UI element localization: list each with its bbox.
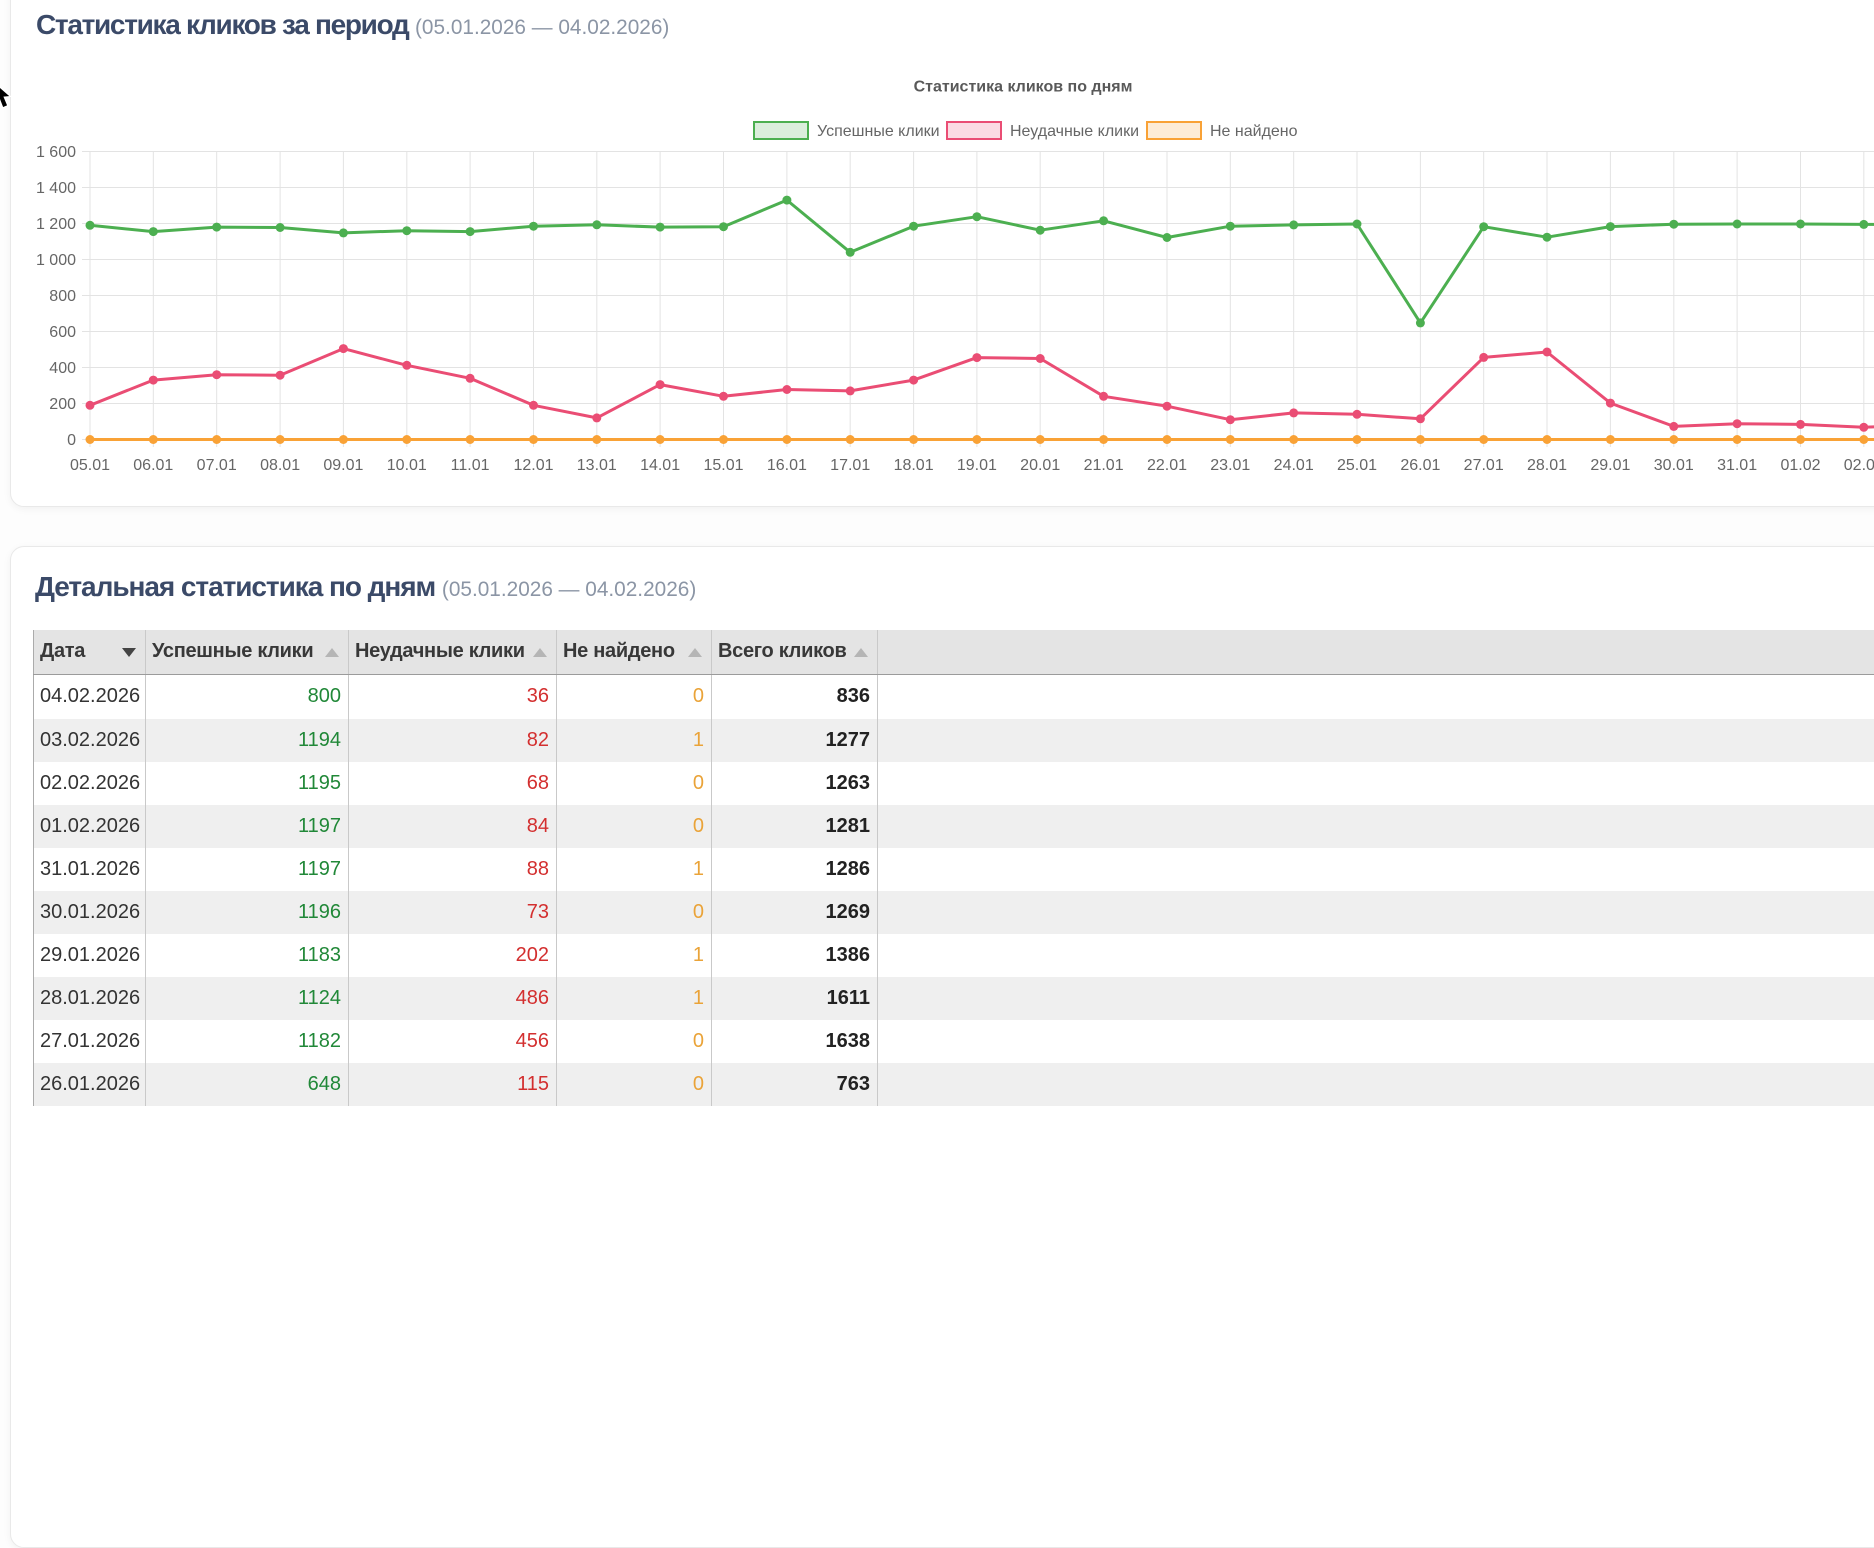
svg-text:1 000: 1 000	[36, 252, 76, 269]
svg-text:11.01: 11.01	[451, 457, 490, 474]
svg-text:30.01: 30.01	[1654, 457, 1694, 474]
svg-text:24.01: 24.01	[1274, 457, 1314, 474]
svg-text:26.01: 26.01	[1400, 457, 1440, 474]
svg-text:Не найдено: Не найдено	[1210, 123, 1298, 140]
svg-text:200: 200	[49, 396, 76, 413]
svg-text:07.01: 07.01	[197, 457, 237, 474]
svg-text:Неудачные клики: Неудачные клики	[1010, 123, 1139, 140]
svg-text:09.01: 09.01	[323, 457, 363, 474]
svg-text:10.01: 10.01	[387, 457, 427, 474]
svg-text:22.01: 22.01	[1147, 457, 1187, 474]
svg-text:1 600: 1 600	[36, 144, 76, 161]
svg-text:29.01: 29.01	[1590, 457, 1630, 474]
svg-text:20.01: 20.01	[1020, 457, 1060, 474]
svg-text:25.01: 25.01	[1337, 457, 1377, 474]
svg-text:13.01: 13.01	[577, 457, 617, 474]
svg-text:16.01: 16.01	[767, 457, 807, 474]
svg-text:02.02: 02.02	[1844, 457, 1874, 474]
svg-text:Статистика кликов по дням: Статистика кликов по дням	[914, 79, 1133, 96]
svg-text:08.01: 08.01	[260, 457, 300, 474]
svg-text:600: 600	[49, 324, 76, 341]
svg-text:15.01: 15.01	[703, 457, 743, 474]
svg-text:12.01: 12.01	[513, 457, 553, 474]
svg-text:800: 800	[49, 288, 76, 305]
svg-text:400: 400	[49, 360, 76, 377]
svg-text:05.01: 05.01	[70, 457, 110, 474]
svg-text:31.01: 31.01	[1717, 457, 1757, 474]
svg-text:01.02: 01.02	[1780, 457, 1820, 474]
svg-text:14.01: 14.01	[640, 457, 680, 474]
svg-text:0: 0	[67, 432, 76, 449]
svg-text:18.01: 18.01	[894, 457, 934, 474]
svg-text:17.01: 17.01	[830, 457, 870, 474]
svg-text:1 200: 1 200	[36, 216, 76, 233]
svg-text:1 400: 1 400	[36, 180, 76, 197]
svg-text:06.01: 06.01	[133, 457, 173, 474]
svg-text:28.01: 28.01	[1527, 457, 1567, 474]
svg-text:19.01: 19.01	[957, 457, 997, 474]
svg-text:Успешные клики: Успешные клики	[817, 123, 940, 140]
svg-text:23.01: 23.01	[1210, 457, 1250, 474]
svg-text:21.01: 21.01	[1084, 457, 1124, 474]
svg-text:27.01: 27.01	[1464, 457, 1504, 474]
